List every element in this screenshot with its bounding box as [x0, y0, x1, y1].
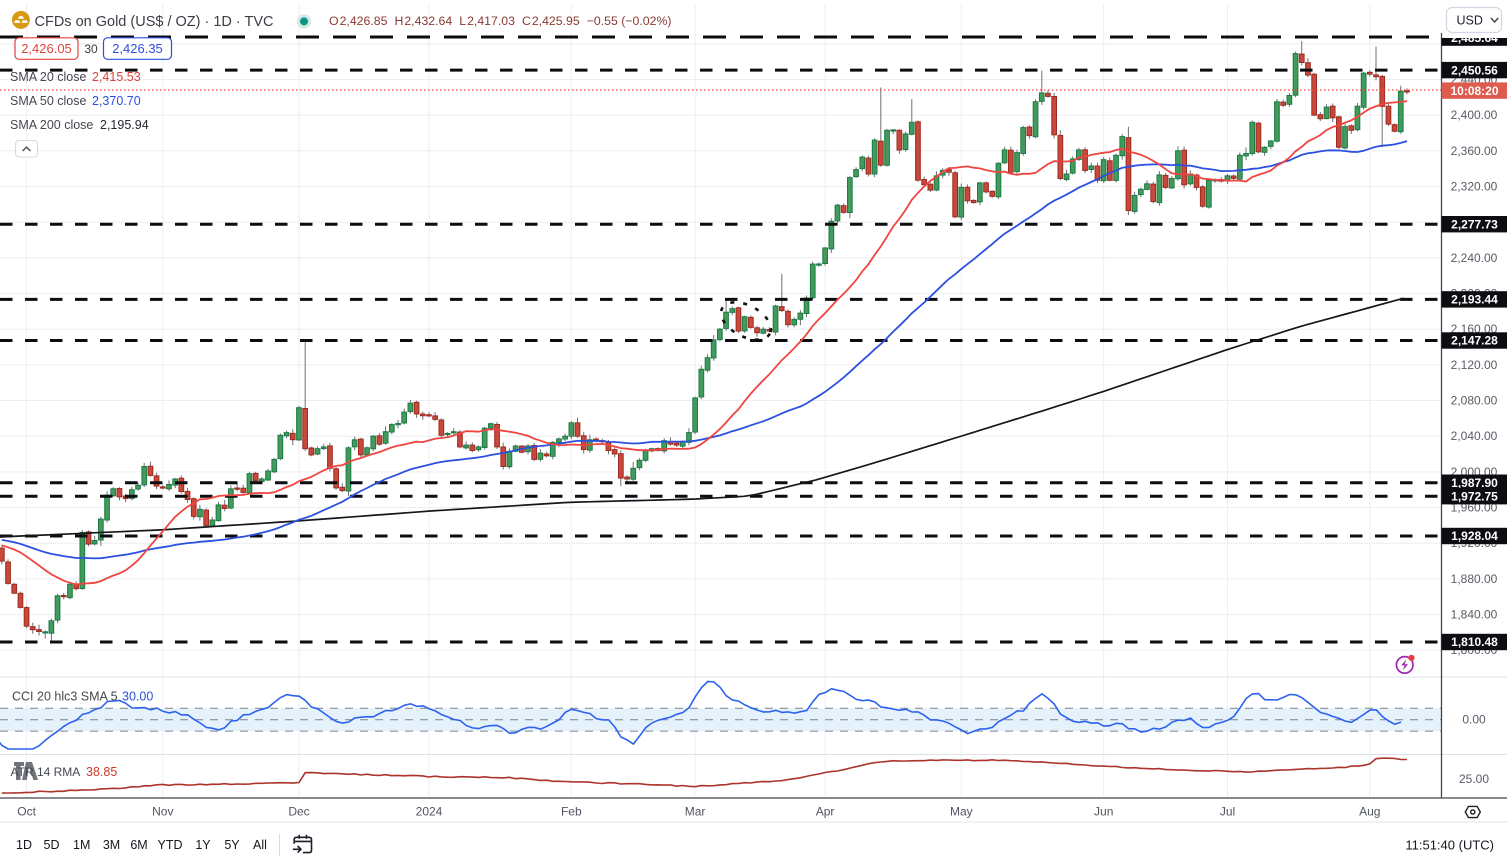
svg-text:2,426.35: 2,426.35	[112, 41, 163, 56]
svg-text:1,972.75: 1,972.75	[1451, 489, 1498, 503]
svg-text:2,360.00: 2,360.00	[1451, 144, 1498, 158]
svg-text:5Y: 5Y	[224, 838, 240, 852]
svg-text:1,928.04: 1,928.04	[1451, 529, 1498, 543]
svg-text:2,450.56: 2,450.56	[1451, 63, 1498, 77]
svg-text:2,147.28: 2,147.28	[1451, 334, 1498, 348]
svg-text:6M: 6M	[130, 838, 147, 852]
svg-text:0.00: 0.00	[1462, 713, 1486, 727]
svg-text:2024: 2024	[416, 805, 443, 819]
svg-text:1,840.00: 1,840.00	[1451, 608, 1498, 622]
svg-text:2,320.00: 2,320.00	[1451, 180, 1498, 194]
svg-text:Feb: Feb	[561, 805, 582, 819]
svg-text:2,195.94: 2,195.94	[100, 118, 149, 132]
svg-text:1D: 1D	[16, 838, 32, 852]
svg-text:2,040.00: 2,040.00	[1451, 429, 1498, 443]
svg-text:ATR 14 RMA: ATR 14 RMA	[11, 765, 81, 779]
svg-text:2,240.00: 2,240.00	[1451, 251, 1498, 265]
svg-text:30.00: 30.00	[122, 690, 153, 704]
svg-text:10:08:20: 10:08:20	[1450, 84, 1498, 98]
svg-text:Nov: Nov	[152, 805, 173, 819]
svg-text:Mar: Mar	[685, 805, 706, 819]
svg-text:30: 30	[84, 42, 98, 56]
svg-text:2,120.00: 2,120.00	[1451, 358, 1498, 372]
svg-text:2,415.53: 2,415.53	[92, 70, 141, 84]
svg-text:SMA 20 close: SMA 20 close	[10, 70, 86, 84]
svg-text:2,080.00: 2,080.00	[1451, 394, 1498, 408]
svg-text:May: May	[950, 805, 973, 819]
svg-text:1,880.00: 1,880.00	[1451, 572, 1498, 586]
svg-text:2,485.64: 2,485.64	[1451, 31, 1498, 45]
svg-text:USD: USD	[1457, 13, 1483, 27]
svg-text:CCI 20 hlc3 SMA 5: CCI 20 hlc3 SMA 5	[12, 690, 118, 704]
svg-text:2,193.44: 2,193.44	[1451, 293, 1498, 307]
svg-text:1,810.48: 1,810.48	[1451, 635, 1498, 649]
svg-text:YTD: YTD	[158, 838, 183, 852]
svg-text:2,400.00: 2,400.00	[1451, 108, 1498, 122]
svg-text:1Y: 1Y	[195, 838, 211, 852]
svg-text:Aug: Aug	[1359, 805, 1380, 819]
svg-text:11:51:40 (UTC): 11:51:40 (UTC)	[1405, 838, 1494, 853]
svg-text:Dec: Dec	[288, 805, 309, 819]
svg-text:2,426.05: 2,426.05	[21, 41, 72, 56]
svg-text:CFDs on Gold (US$ / OZ) · 1D ·: CFDs on Gold (US$ / OZ) · 1D · TVC	[35, 14, 274, 30]
svg-text:25.00: 25.00	[1459, 772, 1489, 786]
svg-text:SMA 50 close: SMA 50 close	[10, 94, 86, 108]
svg-text:3M: 3M	[103, 838, 120, 852]
svg-text:38.85: 38.85	[86, 765, 117, 779]
svg-text:Jun: Jun	[1094, 805, 1113, 819]
svg-text:Apr: Apr	[816, 805, 835, 819]
svg-text:5D: 5D	[44, 838, 60, 852]
svg-text:Jul: Jul	[1220, 805, 1235, 819]
svg-text:1,987.90: 1,987.90	[1451, 476, 1498, 490]
svg-text:SMA 200 close: SMA 200 close	[10, 118, 93, 132]
svg-text:2,370.70: 2,370.70	[92, 94, 141, 108]
svg-text:2,277.73: 2,277.73	[1451, 217, 1498, 231]
svg-text:Oct: Oct	[17, 805, 36, 819]
svg-text:All: All	[253, 838, 267, 852]
svg-text:1M: 1M	[73, 838, 90, 852]
